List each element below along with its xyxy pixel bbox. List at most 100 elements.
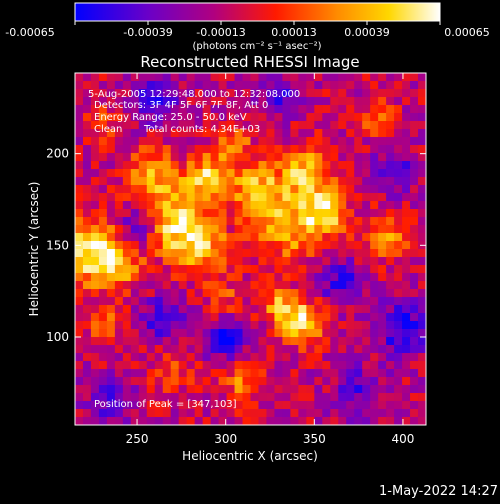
heatmap-cell — [154, 329, 164, 338]
heatmap-cell — [410, 321, 419, 330]
heatmap-cell — [106, 385, 116, 394]
heatmap-cell — [386, 393, 395, 402]
heatmap-cell — [202, 337, 212, 346]
heatmap-cell — [186, 393, 196, 402]
heatmap-cell — [378, 145, 387, 154]
chart-title: Reconstructed RHESSI Image — [140, 53, 359, 71]
heatmap-cell — [346, 137, 355, 146]
heatmap-cell — [330, 233, 339, 242]
heatmap-cell — [202, 193, 212, 202]
heatmap-cell — [186, 273, 196, 282]
heatmap-cell — [394, 145, 403, 154]
heatmap-cell — [282, 265, 291, 274]
heatmap-cell — [162, 225, 172, 234]
heatmap-cell — [162, 345, 172, 354]
heatmap-cell — [258, 417, 268, 425]
heatmap-cell — [282, 129, 291, 138]
heatmap-cell — [266, 337, 276, 346]
heatmap-cell — [202, 369, 212, 378]
heatmap-cell — [338, 417, 347, 425]
heatmap-cell — [154, 193, 164, 202]
heatmap-cell — [402, 185, 411, 194]
heatmap-cell — [354, 385, 363, 394]
heatmap-cell — [370, 353, 379, 362]
heatmap-cell — [130, 313, 140, 322]
heatmap-cell — [322, 337, 331, 346]
colorbar-tick-label: 0.00065 — [444, 26, 490, 39]
heatmap-cell — [306, 361, 315, 370]
heatmap-cell — [122, 169, 132, 178]
heatmap-cell — [330, 225, 339, 234]
heatmap-cell — [394, 201, 403, 210]
heatmap-cell — [306, 393, 315, 402]
heatmap-cell — [386, 129, 395, 138]
heatmap-cell — [346, 89, 355, 98]
heatmap-cell — [338, 281, 347, 290]
heatmap-cell — [298, 161, 307, 170]
heatmap-cell — [154, 345, 164, 354]
heatmap-cell — [258, 393, 268, 402]
heatmap-cell — [378, 169, 387, 178]
heatmap-cell — [146, 289, 156, 298]
heatmap-cell — [418, 313, 426, 322]
heatmap-cell — [258, 185, 268, 194]
heatmap-cell — [130, 361, 140, 370]
heatmap-cell — [378, 289, 387, 298]
heatmap-cell — [154, 401, 164, 410]
x-axis: 250 300 350 400 — [126, 73, 414, 446]
heatmap-cell — [402, 97, 411, 106]
heatmap-cell — [234, 89, 244, 98]
heatmap-cell — [146, 201, 156, 210]
heatmap-cell — [122, 345, 132, 354]
heatmap-cell — [75, 369, 84, 378]
heatmap-cell — [114, 73, 124, 82]
heatmap-cell — [386, 281, 395, 290]
heatmap-cell — [290, 73, 299, 82]
heatmap-cell — [82, 113, 92, 122]
heatmap-cell — [362, 209, 371, 218]
heatmap-cell — [130, 409, 140, 418]
heatmap-cell — [402, 417, 411, 425]
heatmap-cell — [250, 313, 260, 322]
heatmap-cell — [226, 97, 236, 106]
heatmap-cell — [418, 273, 426, 282]
heatmap-cell — [106, 305, 116, 314]
annotation-detectors: Detectors: 3F 4F 5F 6F 7F 8F, Att 0 — [94, 100, 268, 111]
heatmap-cell — [106, 233, 116, 242]
heatmap-cell — [114, 161, 124, 170]
heatmap-cell — [330, 321, 339, 330]
heatmap-cell — [218, 129, 228, 138]
heatmap-cell — [162, 233, 172, 242]
heatmap-cell — [234, 225, 244, 234]
heatmap-cell — [386, 233, 395, 242]
heatmap-cell — [250, 177, 260, 186]
heatmap-cell — [306, 241, 315, 250]
heatmap-cell — [114, 145, 124, 154]
heatmap-cell — [370, 409, 379, 418]
heatmap-cell — [162, 289, 172, 298]
heatmap-cell — [282, 329, 291, 338]
heatmap-cell — [338, 161, 347, 170]
heatmap-cell — [226, 217, 236, 226]
heatmap-cell — [346, 201, 355, 210]
heatmap-cell — [234, 273, 244, 282]
heatmap-cell — [306, 273, 315, 282]
heatmap-cell — [242, 145, 252, 154]
heatmap-cell — [114, 241, 124, 250]
heatmap-cell — [106, 265, 116, 274]
heatmap-cell — [186, 337, 196, 346]
heatmap-cell — [75, 313, 84, 322]
heatmap-cell — [194, 361, 204, 370]
heatmap-cell — [346, 105, 355, 114]
annotation-energy: Energy Range: 25.0 - 50.0 keV — [94, 112, 247, 123]
heatmap-cell — [338, 393, 347, 402]
heatmap-cell — [242, 265, 252, 274]
heatmap-cell — [250, 121, 260, 130]
heatmap-cell — [250, 89, 260, 98]
heatmap-cell — [290, 321, 299, 330]
heatmap-cell — [210, 145, 220, 154]
heatmap-cell — [226, 81, 236, 90]
heatmap-cell — [394, 361, 403, 370]
heatmap-cell — [154, 121, 164, 130]
heatmap-cell — [402, 353, 411, 362]
